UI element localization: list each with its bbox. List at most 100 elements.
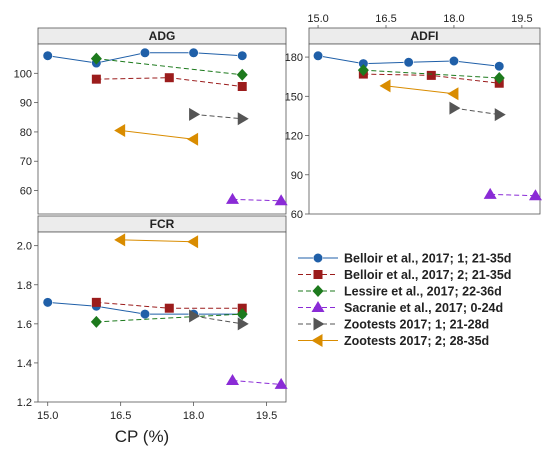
series-zootests-2017-1-21-28d <box>189 309 249 331</box>
x-axis-label: CP (%) <box>115 427 169 446</box>
data-point <box>90 52 102 65</box>
legend-label: Belloir et al., 2017; 1; 21-35d <box>344 252 511 266</box>
series-line <box>385 85 454 95</box>
y-tick-label: 70 <box>20 156 32 168</box>
y-tick-label: 2.0 <box>17 241 32 253</box>
series-lessire-et-al-2017-22-36d <box>90 308 248 328</box>
legend-marker <box>311 334 323 347</box>
legend: Belloir et al., 2017; 1; 21-35d Belloir e… <box>298 252 511 348</box>
legend-item: Zootests 2017; 2; 28-35d <box>298 334 489 348</box>
y-tick-label: 60 <box>291 209 303 221</box>
data-point <box>226 374 240 386</box>
data-point <box>493 72 505 84</box>
series-sacranie-et-al-2017-0-24d <box>483 187 542 201</box>
legend-item: Sacranie et al., 2017; 0-24d <box>298 301 503 315</box>
y-tick-label: 120 <box>285 131 303 143</box>
data-point <box>274 194 288 206</box>
series-lessire-et-al-2017-22-36d <box>357 64 505 84</box>
data-point <box>139 308 151 320</box>
data-point <box>237 50 248 61</box>
data-point <box>494 108 506 122</box>
series-line <box>363 69 500 79</box>
legend-marker <box>311 301 325 312</box>
data-point <box>379 79 391 93</box>
data-point <box>164 303 174 313</box>
legend-marker <box>312 285 324 297</box>
series-belloir-et-al-2017-2-21-35d <box>91 73 247 91</box>
data-point <box>187 132 199 146</box>
data-point <box>274 377 288 389</box>
x-tick-label: 15.0 <box>307 13 328 25</box>
series-belloir-et-al-2017-1-21-35d <box>312 50 505 72</box>
data-point <box>91 297 101 307</box>
y-tick-label: 1.8 <box>17 280 32 292</box>
series-zootests-2017-1-21-28d <box>189 107 249 126</box>
x-tick-label: 16.5 <box>375 13 396 25</box>
legend-marker <box>312 252 324 264</box>
x-tick-label: 16.5 <box>110 410 131 422</box>
legend-label: Lessire et al., 2017; 22-36d <box>344 285 502 299</box>
panel-adfi: ADFI 60 90 120 150 180 15.0 16.5 18.0 19.5 <box>285 13 542 221</box>
series-line <box>232 198 282 202</box>
series-sacranie-et-al-2017-0-24d <box>226 374 288 389</box>
panel-title: FCR <box>150 217 175 231</box>
legend-label: Sacranie et al., 2017; 0-24d <box>344 301 503 315</box>
data-point <box>187 235 199 249</box>
data-point <box>357 64 369 77</box>
series-line <box>232 380 282 385</box>
panel-title: ADFI <box>411 29 439 43</box>
legend-marker <box>313 317 325 331</box>
series-line <box>120 129 194 140</box>
y-tick-label: 1.6 <box>17 319 32 331</box>
data-point <box>42 50 53 61</box>
data-point <box>188 47 199 58</box>
data-point <box>91 74 101 84</box>
legend-label: Zootests 2017; 2; 28-35d <box>344 334 489 348</box>
series-line <box>193 113 243 120</box>
data-point <box>42 297 53 308</box>
y-tick-label: 60 <box>20 186 32 198</box>
plot-area <box>37 231 287 403</box>
data-point <box>90 315 102 328</box>
plot-area <box>308 43 541 215</box>
legend-item: Lessire et al., 2017; 22-36d <box>298 285 502 299</box>
panel-fcr: FCR 1.2 1.4 1.6 1.8 2.0 15.0 16.5 18.0 19.5 <box>17 215 288 422</box>
series-zootests-2017-2-28-35d <box>114 123 199 146</box>
data-point <box>236 308 248 321</box>
chart-panels: ADG 60 70 80 90 100 ADFI 60 90 120 150 180 15.0 16.5 1… <box>14 13 542 422</box>
legend-marker <box>313 270 323 279</box>
legend-label: Zootests 2017; 1; 21-28d <box>344 318 489 332</box>
plot-area <box>37 43 287 215</box>
y-tick-label: 100 <box>14 68 32 80</box>
data-point <box>237 112 249 126</box>
series-zootests-2017-2-28-35d <box>114 233 199 249</box>
series-zootests-2017-2-28-35d <box>379 79 459 101</box>
y-tick-label: 90 <box>20 98 32 110</box>
data-point <box>226 192 240 204</box>
data-point <box>494 61 505 72</box>
y-tick-label: 180 <box>285 52 303 64</box>
series-line <box>193 315 243 325</box>
legend-item: Belloir et al., 2017; 2; 21-35d <box>298 268 511 282</box>
y-tick-label: 90 <box>291 170 303 182</box>
legend-item: Zootests 2017; 1; 21-28d <box>298 317 489 332</box>
data-point <box>483 187 497 199</box>
series-line <box>96 58 243 76</box>
x-tick-label: 19.5 <box>256 410 277 422</box>
data-point <box>447 87 459 101</box>
y-tick-label: 80 <box>20 127 32 139</box>
panel-title: ADG <box>149 29 176 43</box>
data-point <box>426 70 436 80</box>
data-point <box>114 233 126 247</box>
x-tick-label: 18.0 <box>443 13 464 25</box>
data-point <box>139 47 151 58</box>
data-point <box>448 55 460 67</box>
data-point <box>237 317 249 331</box>
data-point <box>236 68 248 81</box>
x-tick-label: 15.0 <box>37 410 58 422</box>
data-point <box>312 50 324 61</box>
data-point <box>237 82 247 91</box>
data-point <box>164 73 174 83</box>
legend-item: Belloir et al., 2017; 1; 21-35d <box>298 252 511 266</box>
